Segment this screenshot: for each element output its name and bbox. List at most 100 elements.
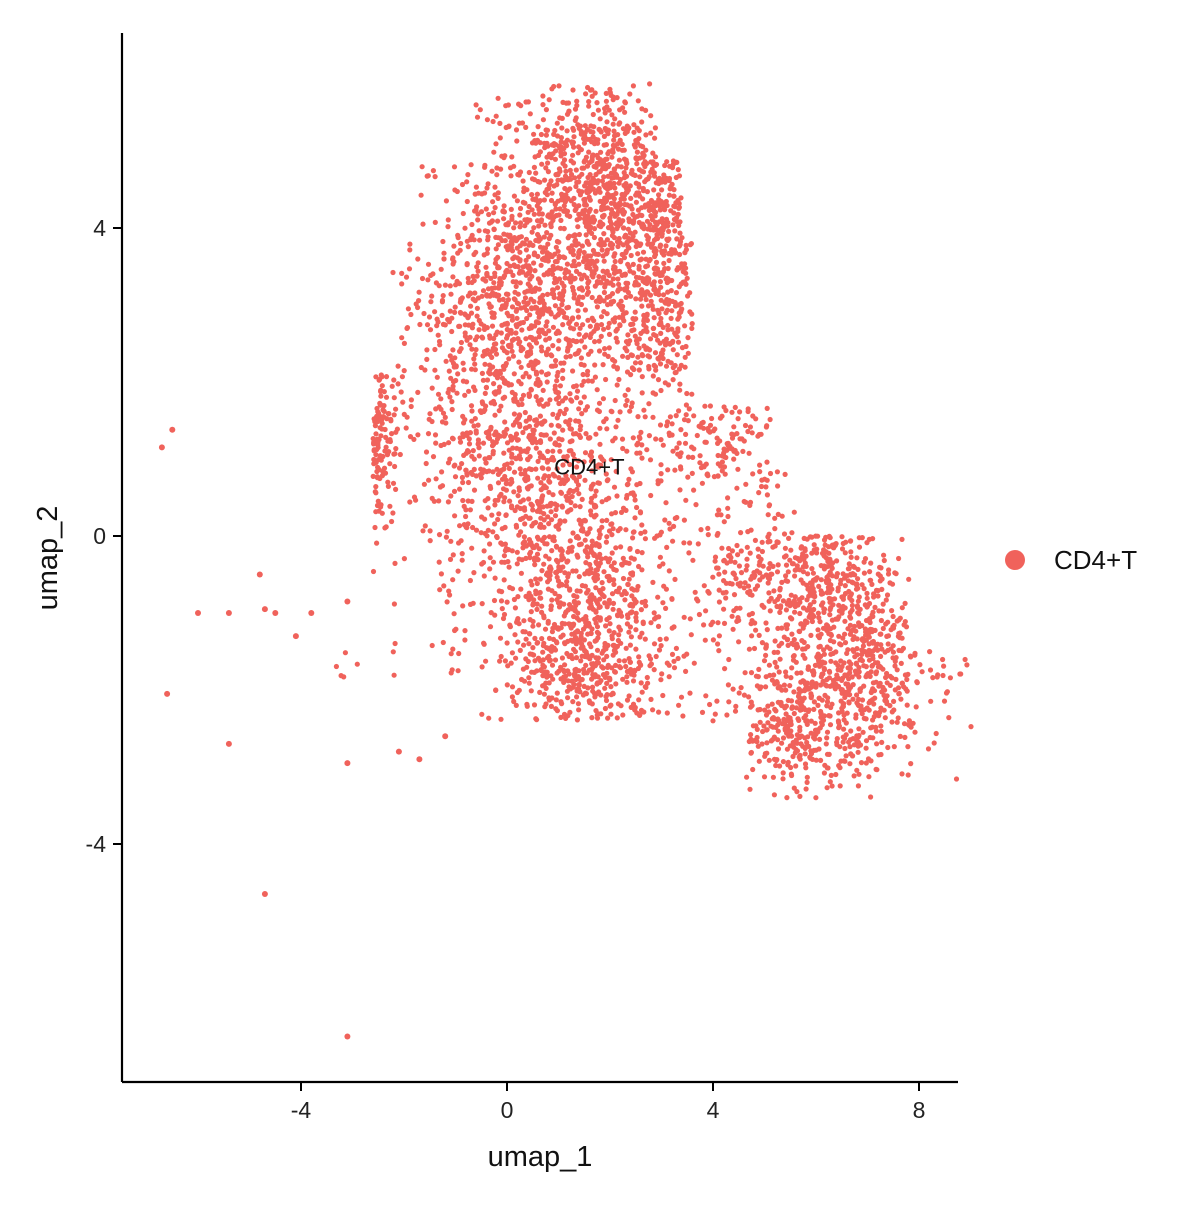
data-point <box>589 139 595 145</box>
data-point <box>581 683 587 690</box>
data-point <box>508 239 514 245</box>
data-point <box>408 397 414 403</box>
data-point <box>603 539 610 545</box>
data-point <box>674 215 680 221</box>
data-point <box>729 431 735 437</box>
data-point <box>579 411 585 417</box>
data-point <box>813 681 819 687</box>
data-point <box>640 196 646 202</box>
data-point <box>492 502 498 508</box>
data-point <box>575 686 581 692</box>
data-point <box>491 381 497 387</box>
data-point <box>523 555 529 562</box>
data-point <box>490 345 496 351</box>
data-point <box>870 735 876 741</box>
data-point <box>614 366 620 372</box>
data-point <box>670 347 676 353</box>
data-point <box>742 422 749 429</box>
data-point <box>530 618 536 625</box>
data-point <box>543 323 549 329</box>
data-point <box>653 209 659 215</box>
data-point <box>660 227 666 233</box>
data-point <box>611 581 617 588</box>
data-point <box>586 435 592 441</box>
data-point <box>545 143 551 149</box>
data-point <box>889 608 895 614</box>
data-point <box>564 458 570 464</box>
data-point <box>634 710 640 716</box>
data-point <box>828 658 834 664</box>
data-point <box>591 234 598 241</box>
data-point <box>787 615 794 621</box>
data-point <box>578 147 585 153</box>
data-point <box>554 690 560 696</box>
data-point <box>687 616 693 622</box>
data-point <box>585 180 591 186</box>
data-point <box>765 534 771 540</box>
data-point <box>432 432 439 438</box>
data-point <box>635 98 641 104</box>
data-point <box>499 322 505 328</box>
data-point <box>628 466 634 472</box>
data-point <box>742 580 748 586</box>
data-point <box>675 655 681 662</box>
data-point <box>487 624 494 630</box>
data-point <box>782 471 788 477</box>
data-point <box>604 574 610 580</box>
data-point <box>636 654 642 660</box>
data-point <box>894 667 900 673</box>
data-point <box>723 407 729 414</box>
data-point <box>495 235 501 241</box>
data-point <box>655 377 662 383</box>
data-point <box>793 705 800 711</box>
data-point <box>640 169 647 175</box>
data-point <box>468 303 474 309</box>
data-point <box>697 460 703 466</box>
data-point <box>766 662 773 668</box>
data-point <box>534 137 541 143</box>
data-point <box>658 350 665 356</box>
data-point <box>609 550 615 556</box>
data-point <box>512 289 518 295</box>
data-point <box>899 605 905 611</box>
data-point <box>460 210 466 217</box>
data-point <box>506 313 512 319</box>
data-point <box>485 181 491 187</box>
data-point <box>609 154 615 160</box>
data-point <box>561 613 567 619</box>
data-point <box>561 145 567 152</box>
data-point <box>563 354 569 360</box>
data-point <box>538 131 545 138</box>
data-point <box>743 481 749 487</box>
data-point <box>397 451 403 458</box>
data-point <box>681 614 687 620</box>
data-point <box>865 756 872 762</box>
data-point <box>570 338 576 344</box>
data-point <box>528 466 535 473</box>
data-point <box>509 348 515 354</box>
data-point <box>406 266 413 272</box>
data-point <box>565 177 571 183</box>
data-point <box>617 665 624 671</box>
data-point <box>639 292 645 298</box>
data-point <box>602 346 608 352</box>
data-point <box>577 123 584 129</box>
data-point <box>823 741 829 747</box>
data-point <box>567 623 574 629</box>
data-point <box>503 124 509 131</box>
data-point <box>654 231 660 238</box>
data-point <box>679 306 685 312</box>
data-point <box>479 370 485 376</box>
data-point <box>383 524 389 530</box>
data-point <box>403 274 410 280</box>
data-point <box>540 93 546 99</box>
data-point <box>389 383 395 389</box>
data-point <box>854 555 860 561</box>
data-point <box>425 277 431 283</box>
data-point <box>551 473 558 479</box>
data-point <box>754 583 761 589</box>
data-point <box>736 639 742 645</box>
data-point <box>828 772 834 779</box>
data-point <box>556 564 562 570</box>
data-point <box>543 485 549 491</box>
